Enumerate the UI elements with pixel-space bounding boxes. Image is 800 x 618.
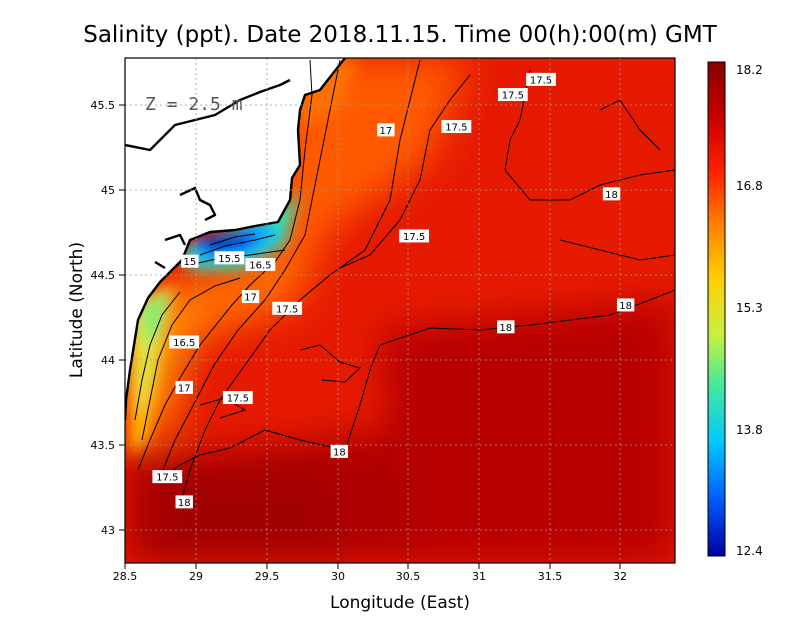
x-tick-label: 29.5 — [255, 570, 280, 583]
contour-label-text: 17.5 — [156, 473, 178, 484]
contour-label-text: 18 — [605, 190, 618, 201]
contour-label: 17 — [377, 123, 395, 137]
contour-label: 15.5 — [214, 251, 245, 265]
contour-label-box — [175, 495, 193, 509]
salinity-field: Z = 2.5 m — [125, 58, 675, 563]
contour-label-text: 18 — [619, 301, 632, 312]
x-tick-label: 32 — [613, 570, 627, 583]
contour-label: 17.5 — [526, 72, 556, 86]
land-area — [125, 58, 345, 420]
contour-label-box — [602, 187, 621, 201]
contour-label-text: 18 — [333, 447, 346, 458]
contour-label-text: 17 — [380, 126, 393, 137]
contour-label-box — [272, 301, 303, 315]
colorbar-label: 18.2 — [736, 63, 763, 77]
colorbar-label: 15.3 — [736, 301, 763, 315]
contour-label-box — [616, 298, 635, 312]
y-tick-label: 43 — [101, 524, 115, 537]
contour-label: 16.5 — [245, 258, 276, 272]
y-axis-label: Latitude (North) — [67, 242, 87, 378]
contour-label-text: 18 — [499, 323, 512, 334]
depth-annotation: Z = 2.5 m — [145, 94, 243, 115]
contour-label: 17.5 — [399, 229, 430, 243]
contour-label-box — [497, 88, 528, 102]
contour-label: 18 — [616, 298, 635, 312]
contour-label-box — [175, 380, 193, 394]
y-tick-label: 45 — [101, 184, 115, 197]
contour-label: 17.5 — [222, 391, 253, 405]
x-axis: 28.5 29 29.5 30 30.5 31 31.5 32 — [113, 563, 627, 583]
x-tick-label: 31 — [472, 570, 486, 583]
colorbar-label: 12.4 — [736, 544, 763, 558]
contour-label-text: 16.5 — [249, 261, 271, 272]
y-tick-label: 43.5 — [91, 439, 116, 452]
contour-label-text: 17.5 — [227, 394, 249, 405]
contour-label-text: 17 — [178, 383, 191, 394]
contour-label-box — [214, 251, 245, 265]
contour-label: 18 — [602, 187, 621, 201]
colorbar: 18.2 16.8 15.3 13.8 12.4 — [707, 61, 763, 558]
colorbar-label: 13.8 — [736, 423, 763, 437]
contour-label: 17 — [241, 290, 260, 304]
contour-label: 17.5 — [497, 88, 528, 102]
gridlines — [125, 58, 675, 563]
contour-label-box — [526, 72, 556, 86]
x-tick-label: 30 — [331, 570, 345, 583]
y-axis: 43 43.5 44 44.5 45 45.5 — [91, 99, 125, 537]
contour-label-box — [399, 229, 430, 243]
contour-label: 17.5 — [441, 120, 472, 134]
coastline — [125, 58, 346, 421]
contour-label-box — [377, 123, 395, 137]
contour-label-box — [245, 258, 276, 272]
coastline-inland — [125, 78, 291, 270]
contour-label-text: 17.5 — [502, 91, 524, 102]
colorbar-ramp — [707, 61, 726, 557]
contour-label-text: 18 — [178, 498, 191, 509]
contour-label-text: 17.5 — [276, 304, 298, 315]
contour-label-text: 17.5 — [445, 123, 467, 134]
contour-label: 18 — [175, 495, 193, 509]
contour-label-box — [169, 335, 200, 349]
x-tick-label: 30.5 — [396, 570, 421, 583]
contour-labels: 17.5 17.5 17 17.5 18 17.5 15 15.5 16.5 17 17.5 18 18… — [152, 72, 635, 509]
y-tick-label: 45.5 — [91, 99, 116, 112]
contour-label-text: 15.5 — [218, 254, 240, 265]
contour-label-text: 16.5 — [173, 338, 195, 349]
contour-label: 18 — [497, 320, 515, 334]
contour-label: 17 — [175, 380, 193, 394]
contour-label-box — [152, 470, 183, 484]
contour-label-box — [241, 290, 260, 304]
x-tick-label: 31.5 — [538, 570, 563, 583]
map-title: Salinity (ppt). Date 2018.11.15. Time 00… — [83, 22, 717, 48]
x-axis-label: Longitude (East) — [330, 593, 470, 613]
contour-label: 15 — [181, 254, 199, 268]
y-tick-label: 44 — [101, 354, 115, 367]
contour-label-text: 17.5 — [530, 75, 552, 86]
contour-label-text: 15 — [184, 257, 197, 268]
contour-label: 17.5 — [152, 470, 183, 484]
contour-label: 17.5 — [272, 301, 303, 315]
contour-label-box — [497, 320, 515, 334]
y-tick-label: 44.5 — [91, 269, 116, 282]
contour-label-text: 17.5 — [403, 232, 425, 243]
contour-label-box — [330, 444, 349, 458]
colorbar-label: 16.8 — [736, 179, 763, 193]
contour-label-box — [222, 391, 253, 405]
x-tick-label: 29 — [189, 570, 203, 583]
contour-label-text: 17 — [244, 293, 257, 304]
contour-label: 16.5 — [169, 335, 200, 349]
contour-label-box — [181, 254, 199, 268]
contour-label-box — [441, 120, 472, 134]
contour-label: 18 — [330, 444, 349, 458]
x-tick-label: 28.5 — [113, 570, 138, 583]
plot-frame — [124, 57, 676, 564]
